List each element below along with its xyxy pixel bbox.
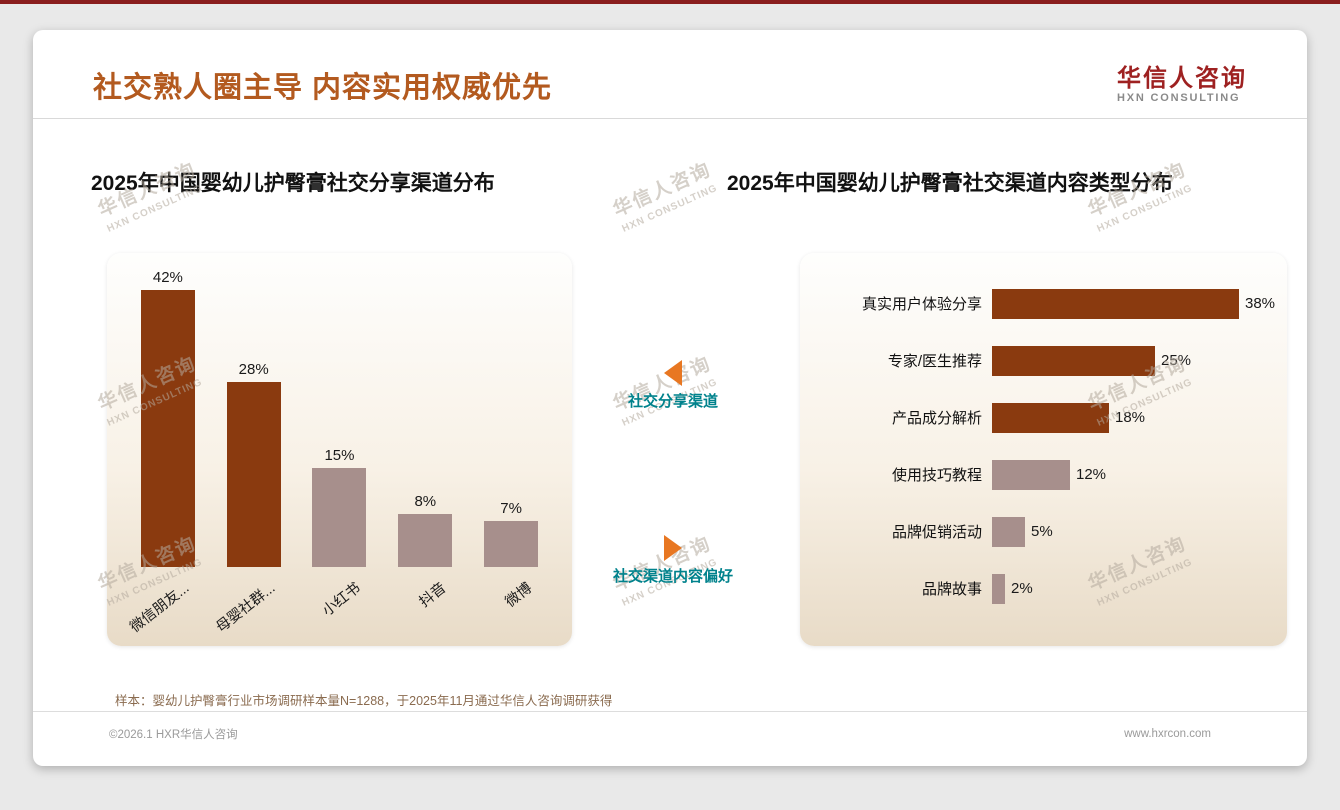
company-logo: 华信人咨询 HXN CONSULTING <box>1117 65 1247 105</box>
left-chart-panel: 42% 微信朋友... 28% 母婴社群... 15% 小红书 8% 抖音 7% 微博 <box>107 253 572 646</box>
right-chart-title: 2025年中国婴幼儿护臀膏社交渠道内容类型分布 <box>727 172 1173 195</box>
bar-row: 使用技巧教程 12% <box>814 446 1273 503</box>
bar-category-label: 微信朋友... <box>127 580 193 636</box>
bar-column: 8% 抖音 <box>382 267 468 639</box>
bar-column: 15% 小红书 <box>297 267 383 639</box>
bar-row: 产品成分解析 18% <box>814 389 1273 446</box>
slide-footer: ©2026.1 HXR华信人咨询 www.hxrcon.com <box>33 711 1307 766</box>
bar-category-label: 母婴社群... <box>212 580 279 636</box>
bar <box>226 382 281 567</box>
top-accent-bar <box>0 0 1340 4</box>
share-channel-arrow-left-icon <box>664 360 682 386</box>
share-channel-annotation-label: 社交分享渠道 <box>627 393 718 410</box>
bar <box>992 516 1025 547</box>
bar-category-label: 专家/医生推荐 <box>887 353 982 370</box>
bar-label-area: 小红书 <box>297 567 383 639</box>
right-chart-panel: 真实用户体验分享 38% 专家/医生推荐 25% 产品成分解析 18% 使用技巧教程 12% 品… <box>800 253 1287 646</box>
share-channel-annotation: 社交分享渠道 <box>563 360 783 411</box>
bar-category-label: 真实用户体验分享 <box>861 296 982 313</box>
bar-value-label: 25% <box>1161 352 1192 369</box>
bar <box>140 290 195 567</box>
slide-card: 社交熟人圈主导 内容实用权威优先 华信人咨询 HXN CONSULTING 20… <box>33 30 1307 766</box>
bar-row: 品牌故事 2% <box>814 560 1273 617</box>
bar-row: 品牌促销活动 5% <box>814 503 1273 560</box>
bar-label-area: 抖音 <box>382 567 468 639</box>
bar-label-area: 微信朋友... <box>125 567 211 639</box>
logo-chinese-text: 华信人咨询 <box>1117 64 1247 92</box>
bar-category-label: 产品成分解析 <box>891 410 982 427</box>
bar <box>484 521 539 567</box>
bar <box>992 345 1155 376</box>
horizontal-bar-chart: 真实用户体验分享 38% 专家/医生推荐 25% 产品成分解析 18% 使用技巧教程 12% 品… <box>814 275 1276 617</box>
logo-english-text: HXN CONSULTING <box>1117 92 1241 105</box>
bar-label-area: 母婴社群... <box>211 567 297 639</box>
bar <box>992 459 1070 490</box>
bar <box>992 402 1109 433</box>
bar-column: 7% 微博 <box>468 267 554 639</box>
bar <box>312 468 367 567</box>
bar-column: 42% 微信朋友... <box>125 267 211 639</box>
bar-category-label: 品牌故事 <box>921 581 982 598</box>
bar-value-label: 18% <box>1115 409 1146 426</box>
content-preference-annotation: 社交渠道内容偏好 <box>563 535 783 586</box>
bar-value-label: 5% <box>1031 523 1053 540</box>
bar-category-label: 品牌促销活动 <box>891 524 982 541</box>
bar-value-label: 15% <box>324 447 355 464</box>
bar-category-label: 抖音 <box>416 580 450 611</box>
bar-value-label: 38% <box>1245 295 1276 312</box>
bar-column: 28% 母婴社群... <box>211 267 297 639</box>
content-preference-arrow-right-icon <box>664 535 682 561</box>
left-chart-title: 2025年中国婴幼儿护臀膏社交分享渠道分布 <box>91 172 495 195</box>
share-channel-chart-block: 2025年中国婴幼儿护臀膏社交分享渠道分布 42% 微信朋友... 28% 母婴社群.… <box>91 167 572 646</box>
bar-value-label: 8% <box>414 493 437 510</box>
vertical-bar-chart: 42% 微信朋友... 28% 母婴社群... 15% 小红书 8% 抖音 7% 微博 <box>125 267 554 639</box>
bar-category-label: 小红书 <box>319 580 364 620</box>
bar-value-label: 7% <box>500 500 522 517</box>
footer-website: www.hxrcon.com <box>1124 728 1211 740</box>
bar-category-label: 微博 <box>502 580 536 611</box>
sample-footnote: 样本：婴幼儿护臀膏行业市场调研样本量N=1288，于2025年11月通过华信人咨… <box>115 694 613 708</box>
content-type-chart-block: 2025年中国婴幼儿护臀膏社交渠道内容类型分布 真实用户体验分享 38% 专家/医生… <box>727 167 1287 646</box>
bar-value-label: 28% <box>238 361 269 378</box>
bar-label-area: 微博 <box>468 567 554 639</box>
bar-value-label: 2% <box>1011 580 1033 597</box>
bar-value-label: 42% <box>152 269 183 286</box>
content-preference-annotation-label: 社交渠道内容偏好 <box>612 568 733 585</box>
footer-copyright: ©2026.1 HXR华信人咨询 <box>109 729 238 741</box>
charts-row: 2025年中国婴幼儿护臀膏社交分享渠道分布 42% 微信朋友... 28% 母婴社群.… <box>33 167 1307 646</box>
bar-category-label: 使用技巧教程 <box>891 467 982 484</box>
bar <box>992 573 1005 604</box>
page-title: 社交熟人圈主导 内容实用权威优先 <box>93 72 553 104</box>
bar <box>398 514 453 567</box>
slide-header: 社交熟人圈主导 内容实用权威优先 华信人咨询 HXN CONSULTING <box>33 30 1307 119</box>
bar-value-label: 12% <box>1076 466 1107 483</box>
bar <box>992 288 1239 319</box>
bar-row: 真实用户体验分享 38% <box>814 275 1276 332</box>
bar-row: 专家/医生推荐 25% <box>814 332 1273 389</box>
